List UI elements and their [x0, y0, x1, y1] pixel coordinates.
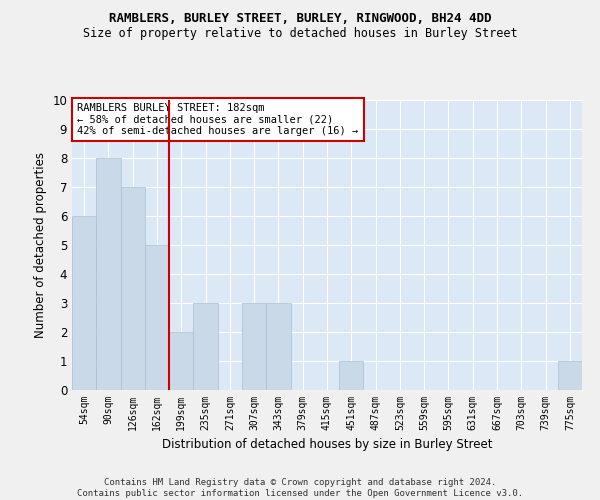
Bar: [266, 303, 290, 390]
Bar: [169, 332, 193, 390]
Bar: [121, 187, 145, 390]
Bar: [242, 303, 266, 390]
Bar: [193, 303, 218, 390]
Text: RAMBLERS BURLEY STREET: 182sqm
← 58% of detached houses are smaller (22)
42% of : RAMBLERS BURLEY STREET: 182sqm ← 58% of …: [77, 103, 358, 136]
Text: RAMBLERS, BURLEY STREET, BURLEY, RINGWOOD, BH24 4DD: RAMBLERS, BURLEY STREET, BURLEY, RINGWOO…: [109, 12, 491, 26]
Bar: [339, 361, 364, 390]
Bar: [558, 361, 582, 390]
Y-axis label: Number of detached properties: Number of detached properties: [34, 152, 47, 338]
X-axis label: Distribution of detached houses by size in Burley Street: Distribution of detached houses by size …: [162, 438, 492, 452]
Bar: [72, 216, 96, 390]
Bar: [145, 245, 169, 390]
Text: Contains HM Land Registry data © Crown copyright and database right 2024.
Contai: Contains HM Land Registry data © Crown c…: [77, 478, 523, 498]
Text: Size of property relative to detached houses in Burley Street: Size of property relative to detached ho…: [83, 28, 517, 40]
Bar: [96, 158, 121, 390]
